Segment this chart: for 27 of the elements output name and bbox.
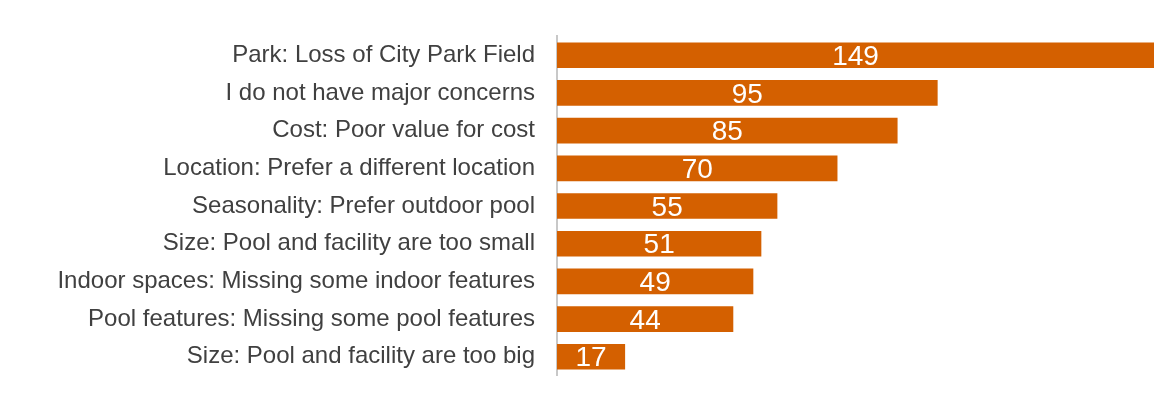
bar: [557, 193, 778, 219]
bar: [557, 155, 838, 182]
y-tick-label: Cost: Poor value for cost: [272, 115, 536, 143]
bar: [557, 230, 762, 257]
data-label: 85: [711, 115, 743, 147]
y-tick-label: Park: Loss of City Park Field: [232, 39, 535, 67]
data-label: 95: [731, 77, 763, 109]
y-tick-label: Size: Pool and facility are too small: [162, 228, 535, 256]
bar: [557, 268, 754, 295]
y-tick-label: I do not have major concerns: [225, 77, 535, 105]
bar: [557, 117, 898, 144]
data-label: 17: [575, 341, 607, 373]
data-label: 55: [651, 190, 683, 222]
y-tick-label: Indoor spaces: Missing some indoor features: [57, 266, 535, 293]
bar: [557, 80, 938, 106]
data-label: 44: [629, 303, 661, 335]
bar: [557, 42, 1154, 69]
bar: [557, 306, 734, 332]
y-tick-label: Size: Pool and facility are too big: [186, 341, 535, 369]
y-tick-label: Seasonality: Prefer outdoor pool: [192, 190, 535, 218]
data-label: 70: [681, 153, 713, 185]
data-label: 49: [639, 266, 671, 298]
data-label: 51: [643, 228, 675, 260]
y-tick-label: Pool features: Missing some pool features: [88, 303, 535, 331]
y-tick-label: Location: Prefer a different location: [163, 152, 535, 180]
bar: [557, 343, 626, 370]
data-label: 149: [832, 39, 879, 71]
